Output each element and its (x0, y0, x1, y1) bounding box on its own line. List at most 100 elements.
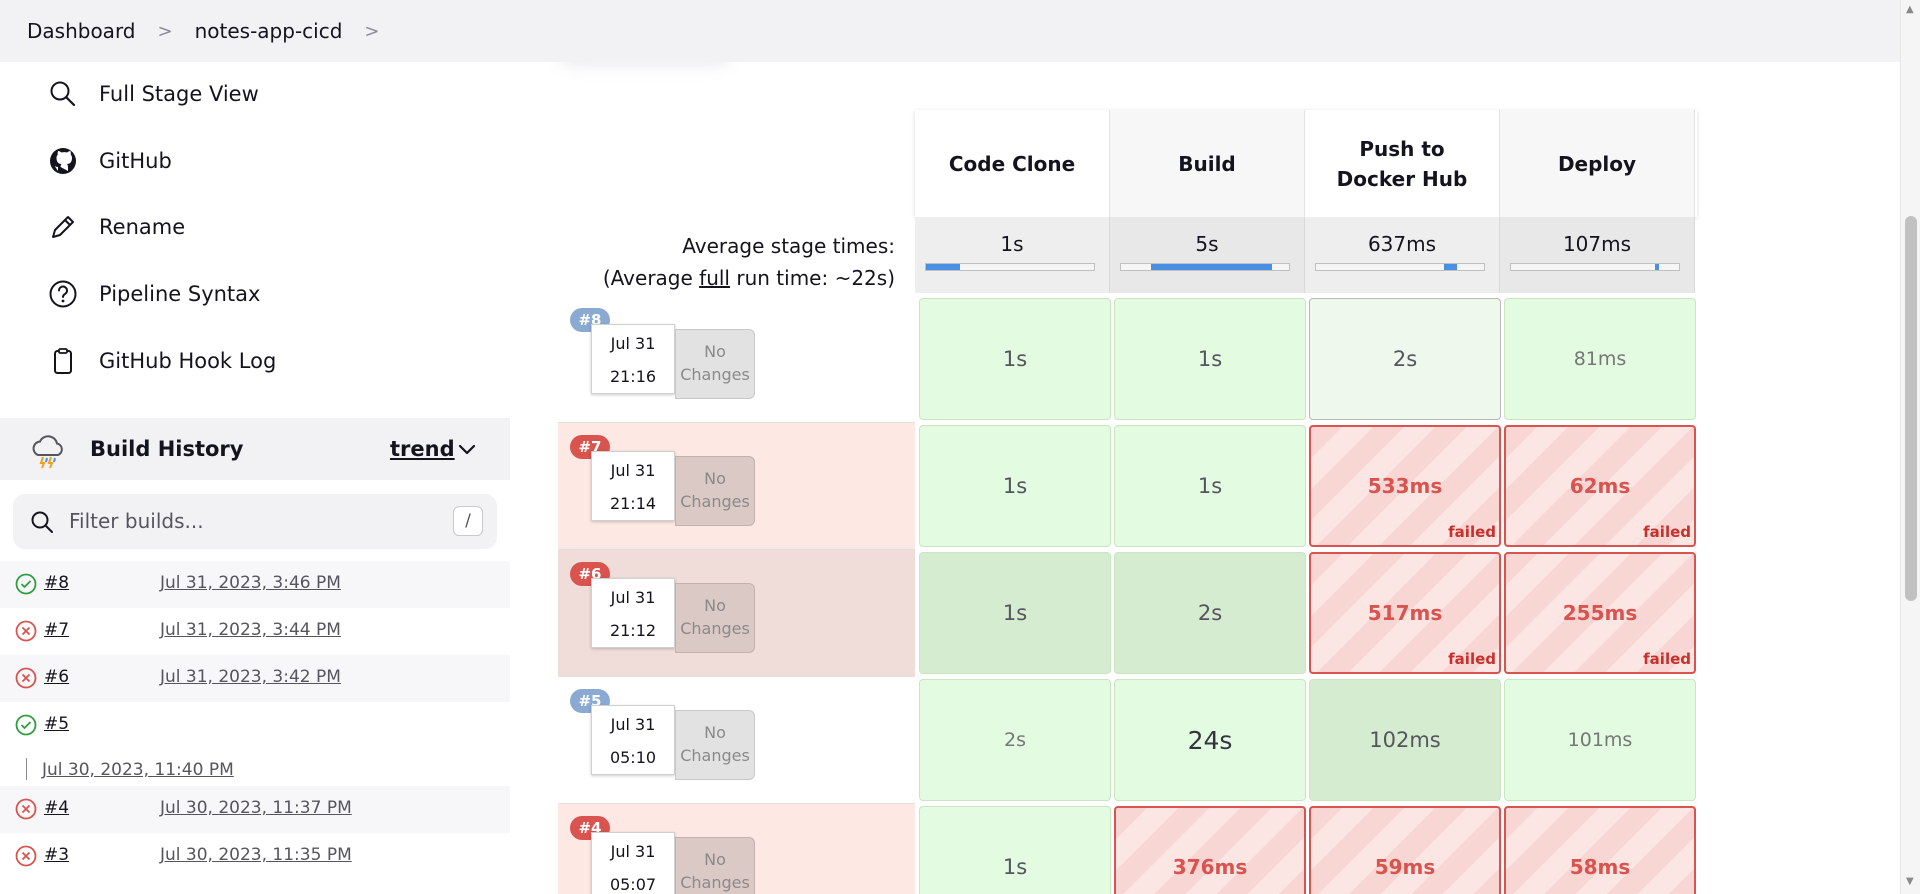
task-label: GitHub Hook Log (99, 349, 277, 373)
stage-run-row: #6 Jul 31 21:12 No Changes 1s 2s 517ms failed 255… (558, 550, 1697, 677)
chevron-down-icon[interactable] (456, 438, 478, 460)
task-github[interactable]: GitHub (48, 141, 172, 181)
no-changes-box[interactable]: No Changes (675, 710, 755, 780)
stage-cell[interactable]: 1s (1114, 425, 1306, 547)
stage-cell[interactable]: 255ms failed (1504, 552, 1696, 674)
breadcrumb-separator-icon[interactable]: > (364, 20, 380, 42)
task-pipeline-syntax[interactable]: Pipeline Syntax (48, 274, 260, 314)
build-date-link[interactable]: Jul 30, 2023, 11:37 PM (160, 798, 352, 818)
build-number-link[interactable]: #8 (44, 573, 70, 593)
build-date-link[interactable]: Jul 31, 2023, 3:46 PM (160, 573, 341, 593)
stage-duration: 62ms (1569, 474, 1631, 498)
build-row: #7 Jul 31, 2023, 3:44 PM (0, 608, 510, 655)
scroll-up-arrow-icon[interactable]: ▲ (1906, 4, 1914, 15)
average-time-cell: 637ms (1305, 217, 1500, 293)
no-changes-text: No (704, 596, 726, 615)
stage-cell[interactable]: 62ms failed (1504, 425, 1696, 547)
filter-builds-input[interactable] (69, 502, 449, 540)
scroll-down-arrow-icon[interactable]: ▼ (1906, 876, 1914, 887)
stage-duration: 255ms (1562, 601, 1638, 625)
failure-icon (15, 620, 37, 642)
run-date-box: Jul 31 21:12 (591, 578, 675, 648)
full-run-link[interactable]: full (699, 266, 730, 290)
stage-cell[interactable]: 58msfailed (1504, 806, 1696, 894)
stage-cell[interactable]: 24s (1114, 679, 1306, 801)
breadcrumb-job[interactable]: notes-app-cicd (194, 19, 343, 43)
build-row: #6 Jul 31, 2023, 3:42 PM (0, 655, 510, 702)
no-changes-box[interactable]: No Changes (675, 456, 755, 526)
stage-cell[interactable]: 517ms failed (1309, 552, 1501, 674)
failure-icon (15, 845, 37, 867)
build-number-link[interactable]: #3 (44, 845, 70, 865)
stage-header-code-clone: Code Clone (915, 110, 1110, 217)
success-icon (15, 573, 37, 595)
stage-duration: 102ms (1369, 728, 1441, 752)
build-number-link[interactable]: #4 (44, 798, 70, 818)
no-changes-box[interactable]: No Changes (675, 583, 755, 653)
average-progress-bar (1510, 263, 1680, 271)
average-progress-fill (1151, 264, 1273, 270)
average-label: Average stage times: (682, 234, 895, 258)
build-date-link[interactable]: Jul 31, 2023, 3:44 PM (160, 620, 341, 640)
breadcrumb-dashboard[interactable]: Dashboard (27, 19, 136, 43)
task-label: Full Stage View (99, 82, 259, 106)
build-date-link[interactable]: Jul 30, 2023, 11:35 PM (160, 845, 352, 865)
stage-cell[interactable]: 1s (919, 298, 1111, 420)
breadcrumb-separator-icon: > (157, 20, 173, 42)
build-date-link[interactable]: Jul 30, 2023, 11:40 PM (42, 760, 234, 780)
failed-label: failed (1448, 650, 1496, 668)
average-times-row: 1s 5s 637ms 107ms (915, 217, 1697, 293)
stage-cell[interactable]: 1s (919, 425, 1111, 547)
stage-cell[interactable]: 101ms (1504, 679, 1696, 801)
stage-run-row: #5 Jul 31 05:10 No Changes 2s 24s 102ms 101ms (558, 677, 1697, 804)
stage-cell[interactable]: 102ms (1309, 679, 1501, 801)
failed-label: failed (1643, 650, 1691, 668)
stage-cell[interactable]: 59msfailed (1309, 806, 1501, 894)
run-date: Jul 31 (610, 842, 656, 861)
stage-cell[interactable]: 81ms (1504, 298, 1696, 420)
average-time-value: 5s (1195, 232, 1219, 256)
stage-cell[interactable]: 376msfailed (1114, 806, 1306, 894)
no-changes-box[interactable]: No Changes (675, 329, 755, 399)
stage-cell[interactable]: 1s (919, 806, 1111, 894)
task-label: Pipeline Syntax (99, 282, 261, 306)
run-time: 05:07 (609, 875, 657, 894)
task-full-stage-view[interactable]: Full Stage View (48, 74, 259, 114)
build-number-link[interactable]: #6 (44, 667, 70, 687)
stage-cell[interactable]: 2s (1114, 552, 1306, 674)
build-history-title: Build History (90, 437, 244, 461)
trend-link[interactable]: trend (390, 437, 455, 461)
stage-header-deploy: Deploy (1500, 110, 1695, 217)
build-row: #4 Jul 30, 2023, 11:37 PM (0, 786, 510, 833)
stage-duration: 1s (1002, 347, 1028, 371)
stage-duration: 1s (1002, 855, 1028, 879)
task-rename[interactable]: Rename (48, 207, 185, 247)
scrollbar[interactable]: ▲ ▼ (1900, 0, 1920, 894)
build-number-link[interactable]: #7 (44, 620, 70, 640)
average-progress-fill (1655, 264, 1660, 270)
stage-cell[interactable]: 2s (1309, 298, 1501, 420)
task-github-hook-log[interactable]: GitHub Hook Log (48, 341, 276, 381)
build-number-link[interactable]: #5 (44, 714, 70, 734)
run-info: #8 Jul 31 21:16 No Changes (558, 296, 915, 423)
run-date-box: Jul 31 05:10 (591, 705, 675, 775)
failure-icon (15, 667, 37, 689)
stage-cell[interactable]: 1s (919, 552, 1111, 674)
average-time-value: 1s (1000, 232, 1024, 256)
search-icon (50, 81, 76, 107)
build-date-link[interactable]: Jul 31, 2023, 3:42 PM (160, 667, 341, 687)
stage-duration: 2s (1004, 729, 1026, 751)
filter-builds-box: / (13, 494, 497, 549)
search-icon (31, 511, 53, 533)
average-stage-times-label: Average stage times: (Average full run t… (560, 230, 895, 294)
build-row: #5 Jul 30, 2023, 11:40 PM (0, 702, 510, 786)
no-changes-text: Changes (680, 873, 750, 892)
scroll-thumb[interactable] (1905, 216, 1917, 601)
stage-cell[interactable]: 1s (1114, 298, 1306, 420)
stage-cell[interactable]: 533ms failed (1309, 425, 1501, 547)
run-badge[interactable]: #6 (570, 562, 610, 586)
stage-duration: 59ms (1374, 855, 1436, 879)
stage-cell[interactable]: 2s (919, 679, 1111, 801)
no-changes-box[interactable]: No Changes (675, 837, 755, 894)
